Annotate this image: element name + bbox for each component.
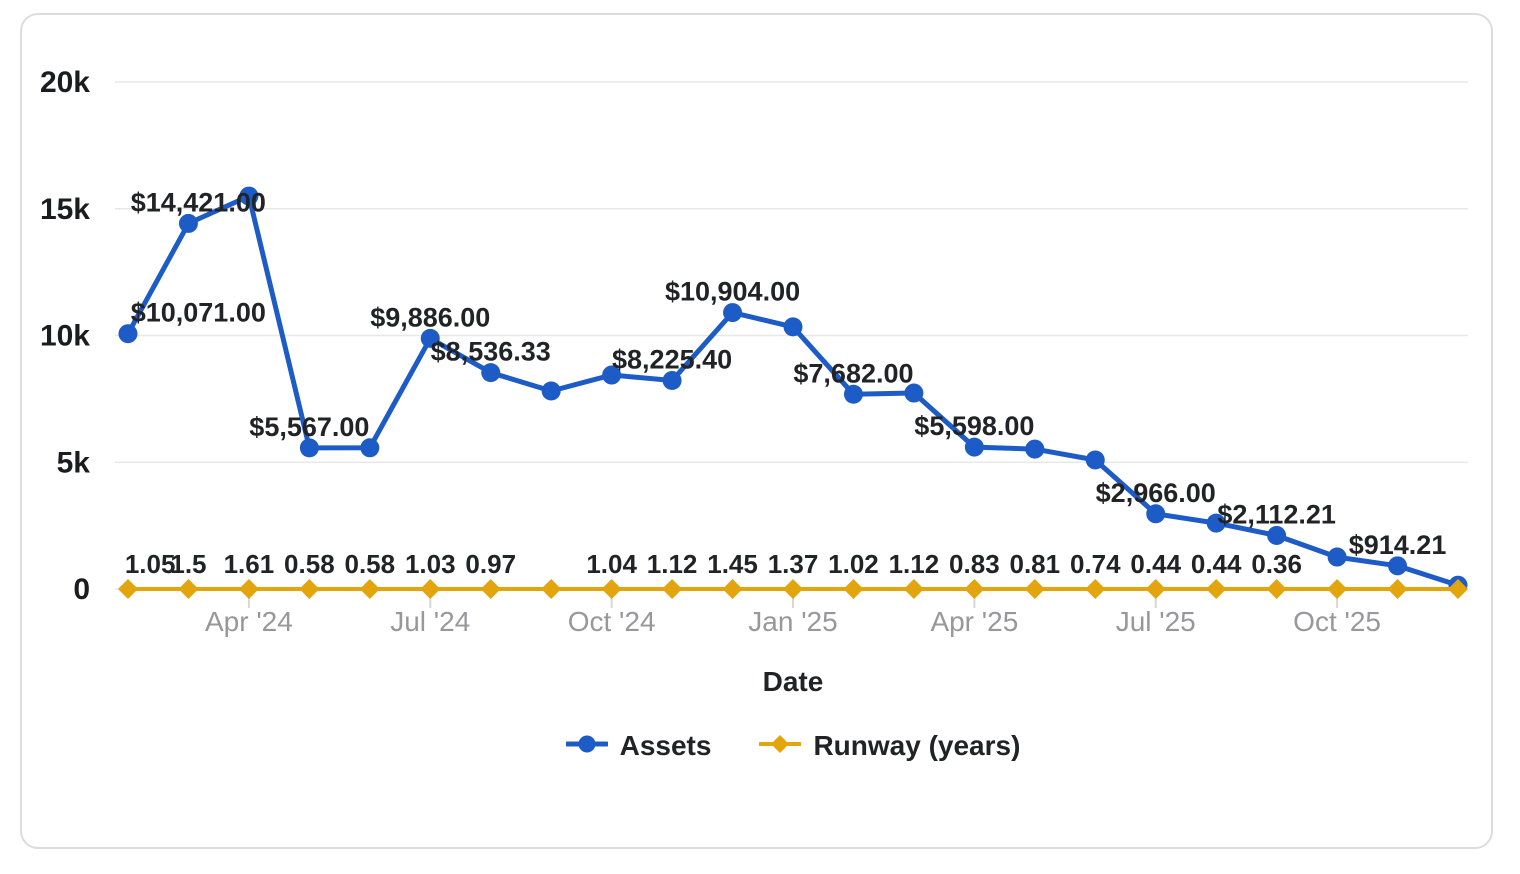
runway-point[interactable]: [299, 578, 320, 599]
runway-point[interactable]: [178, 578, 199, 599]
assets-legend-marker: [564, 734, 610, 759]
y-tick-label: 10k: [40, 320, 90, 353]
runway-value-label: 0.36: [1251, 549, 1302, 579]
runway-point[interactable]: [601, 578, 622, 599]
assets-point[interactable]: [541, 381, 561, 401]
y-tick-label: 15k: [40, 193, 90, 226]
assets-point[interactable]: [1085, 450, 1105, 470]
runway-point[interactable]: [783, 578, 803, 599]
runway-point[interactable]: [1085, 578, 1106, 599]
runway-point[interactable]: [1448, 578, 1468, 599]
assets-point[interactable]: [360, 438, 380, 458]
assets-value-label: $10,904.00: [665, 277, 800, 307]
runway-point[interactable]: [843, 578, 864, 599]
x-tick-label: Jul '24: [390, 606, 470, 637]
runway-point[interactable]: [722, 578, 743, 599]
x-tick-label: Jan '25: [748, 606, 837, 637]
assets-point[interactable]: [964, 437, 984, 457]
assets-value-label: $10,071.00: [131, 298, 266, 328]
runway-value-label: 0.74: [1070, 549, 1121, 579]
legend-label-runway: Runway (years): [813, 730, 1021, 761]
chart-card: [20, 13, 1493, 849]
assets-value-label: $2,112.21: [1217, 499, 1336, 529]
runway-legend-marker: [758, 734, 803, 759]
runway-value-label: 1.45: [707, 549, 758, 579]
assets-point[interactable]: [299, 438, 319, 458]
runway-value-label: 0.44: [1191, 549, 1242, 579]
assets-value-label: $14,421.00: [131, 187, 266, 217]
runway-point[interactable]: [964, 578, 985, 599]
legend: Assets Runway (years): [66, 730, 1520, 762]
runway-point[interactable]: [541, 578, 562, 599]
runway-point[interactable]: [1327, 578, 1348, 599]
assets-point[interactable]: [1146, 504, 1166, 524]
x-axis-title: Date: [762, 666, 824, 697]
assets-point[interactable]: [178, 213, 198, 233]
assets-point[interactable]: [239, 186, 259, 206]
runway-point[interactable]: [1387, 578, 1408, 599]
runway-value-label: 1.61: [224, 549, 275, 579]
runway-point[interactable]: [359, 578, 380, 599]
legend-label-assets: Assets: [619, 730, 712, 761]
runway-value-label: 1.37: [768, 549, 819, 579]
runway-value-label: 1.12: [647, 549, 698, 579]
assets-point[interactable]: [1327, 547, 1347, 567]
assets-value-label: $2,966.00: [1096, 478, 1216, 508]
assets-point[interactable]: [904, 383, 924, 403]
x-tick-label: Jul '25: [1116, 606, 1196, 637]
runway-value-label: 0.58: [345, 549, 396, 579]
assets-value-label: $7,682.00: [793, 358, 913, 388]
runway-value-label: 1.04: [586, 549, 637, 579]
assets-point[interactable]: [1267, 525, 1287, 545]
assets-value-label: $8,536.33: [431, 337, 551, 367]
assets-value-label: $914.21: [1349, 530, 1447, 560]
x-tick-label: Oct '24: [568, 606, 656, 637]
assets-point[interactable]: [118, 324, 138, 344]
assets-point[interactable]: [1206, 513, 1226, 533]
runway-value-label: 1.05: [125, 549, 176, 579]
runway-point[interactable]: [420, 578, 441, 599]
runway-value-label: 1.03: [405, 549, 456, 579]
runway-value-label: 0.83: [949, 549, 1000, 579]
assets-point[interactable]: [1025, 439, 1045, 459]
assets-point[interactable]: [723, 303, 743, 323]
y-tick-label: 20k: [40, 66, 90, 99]
y-tick-label: 0: [73, 573, 90, 606]
assets-point[interactable]: [481, 363, 501, 383]
assets-point[interactable]: [420, 328, 440, 348]
legend-item-assets[interactable]: Assets: [564, 730, 712, 762]
runway-value-label: 1.5: [170, 549, 206, 579]
assets-point[interactable]: [1388, 556, 1408, 576]
runway-value-label: 1.02: [828, 549, 879, 579]
assets-value-label: $9,886.00: [370, 302, 490, 332]
assets-point[interactable]: [783, 317, 803, 337]
assets-value-label: $8,225.40: [612, 344, 732, 374]
runway-point[interactable]: [903, 578, 924, 599]
runway-point[interactable]: [1024, 578, 1045, 599]
runway-value-label: 1.12: [889, 549, 940, 579]
legend-item-runway[interactable]: Runway (years): [758, 730, 1021, 762]
assets-value-label: $5,567.00: [249, 412, 369, 442]
x-tick-label: Oct '25: [1293, 606, 1381, 637]
runway-value-label: 0.81: [1010, 549, 1061, 579]
assets-point[interactable]: [602, 365, 622, 385]
assets-value-label: $5,598.00: [914, 411, 1034, 441]
y-tick-label: 5k: [57, 446, 91, 479]
runway-point[interactable]: [480, 578, 501, 599]
runway-value-label: 0.44: [1130, 549, 1181, 579]
runway-point[interactable]: [1266, 578, 1287, 599]
runway-point[interactable]: [1145, 578, 1166, 599]
runway-point[interactable]: [1206, 578, 1227, 599]
runway-point[interactable]: [118, 578, 138, 599]
assets-point[interactable]: [843, 384, 863, 404]
assets-point[interactable]: [662, 370, 682, 390]
runway-value-label: 0.58: [284, 549, 335, 579]
runway-value-label: 0.97: [465, 549, 516, 579]
runway-point[interactable]: [238, 578, 259, 599]
runway-point[interactable]: [662, 578, 683, 599]
x-tick-label: Apr '25: [930, 606, 1018, 637]
x-tick-label: Apr '24: [205, 606, 293, 637]
